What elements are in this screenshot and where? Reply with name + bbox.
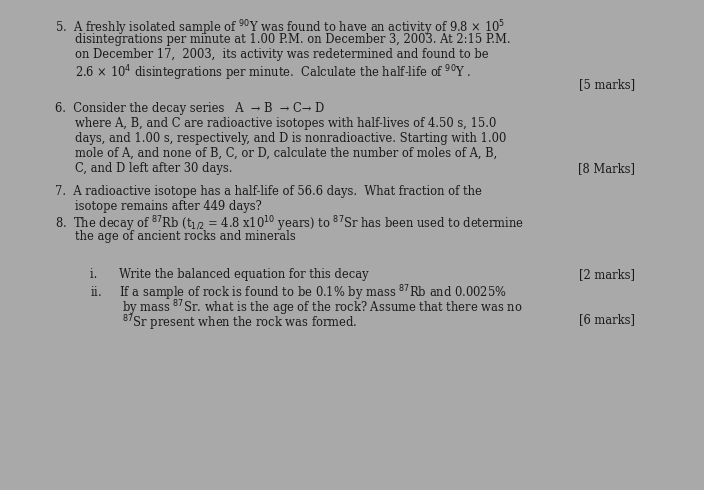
- Text: ii.     If a sample of rock is found to be 0.1% by mass $^{87}$Rb and 0.0025%: ii. If a sample of rock is found to be 0…: [90, 283, 507, 303]
- Text: C, and D left after 30 days.: C, and D left after 30 days.: [75, 162, 232, 175]
- Text: disintegrations per minute at 1.00 P.M. on December 3, 2003. At 2:15 P.M.: disintegrations per minute at 1.00 P.M. …: [75, 33, 510, 46]
- Text: by mass $^{87}$Sr. what is the age of the rock? Assume that there was no: by mass $^{87}$Sr. what is the age of th…: [122, 298, 523, 318]
- Text: on December 17,  2003,  its activity was redetermined and found to be: on December 17, 2003, its activity was r…: [75, 48, 489, 61]
- Text: mole of A, and none of B, C, or D, calculate the number of moles of A, B,: mole of A, and none of B, C, or D, calcu…: [75, 147, 497, 160]
- Text: where A, B, and C are radioactive isotopes with half-lives of 4.50 s, 15.0: where A, B, and C are radioactive isotop…: [75, 117, 496, 130]
- Text: 5.  A freshly isolated sample of $^{90}$Y was found to have an activity of 9.8 ×: 5. A freshly isolated sample of $^{90}$Y…: [55, 18, 505, 38]
- Text: i.      Write the balanced equation for this decay: i. Write the balanced equation for this …: [90, 268, 369, 281]
- Text: 8.  The decay of $^{87}$Rb (t$_{1/2}$ = 4.8 x10$^{10}$ years) to $^{87}$Sr has b: 8. The decay of $^{87}$Rb (t$_{1/2}$ = 4…: [55, 215, 524, 234]
- Text: 6.  Consider the decay series   A  → B  → C→ D: 6. Consider the decay series A → B → C→ …: [55, 102, 325, 115]
- Text: [2 marks]: [2 marks]: [579, 268, 635, 281]
- Text: [5 marks]: [5 marks]: [579, 78, 635, 91]
- Text: [8 Marks]: [8 Marks]: [578, 162, 635, 175]
- Text: the age of ancient rocks and minerals: the age of ancient rocks and minerals: [75, 230, 296, 243]
- Text: isotope remains after 449 days?: isotope remains after 449 days?: [75, 200, 262, 213]
- Text: $^{87}$Sr present when the rock was formed.: $^{87}$Sr present when the rock was form…: [122, 313, 358, 333]
- Text: 2.6 × 10$^4$ disintegrations per minute.  Calculate the half-life of $^{90}$Y .: 2.6 × 10$^4$ disintegrations per minute.…: [75, 63, 472, 83]
- Text: 7.  A radioactive isotope has a half-life of 56.6 days.  What fraction of the: 7. A radioactive isotope has a half-life…: [55, 185, 482, 198]
- Text: days, and 1.00 s, respectively, and D is nonradioactive. Starting with 1.00: days, and 1.00 s, respectively, and D is…: [75, 132, 506, 145]
- Text: [6 marks]: [6 marks]: [579, 313, 635, 326]
